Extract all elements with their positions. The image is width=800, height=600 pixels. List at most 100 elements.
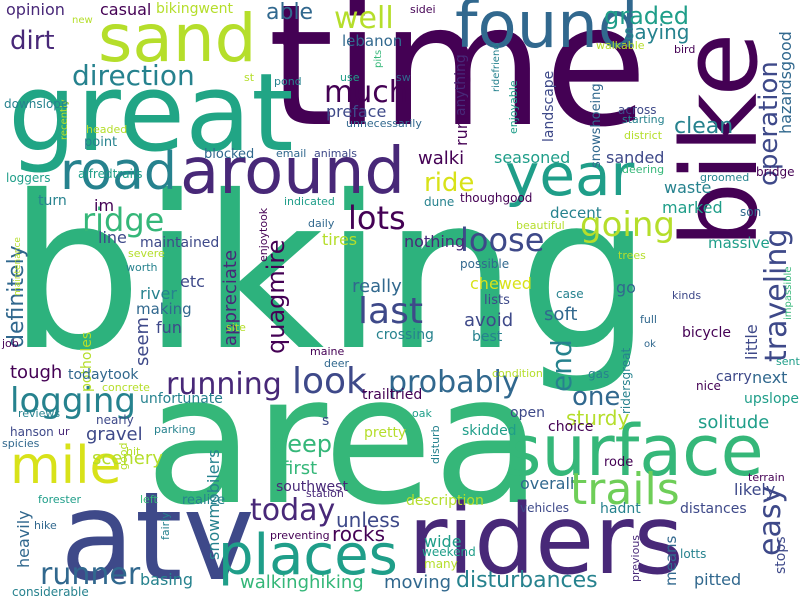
word-preface: preface bbox=[326, 102, 387, 121]
word-today: today bbox=[250, 493, 336, 528]
word-biking: biking bbox=[8, 150, 653, 397]
word-line: line bbox=[98, 228, 127, 247]
word-point: point bbox=[84, 135, 118, 150]
word-last: last bbox=[358, 291, 423, 332]
word-full: full bbox=[640, 313, 657, 326]
word-runner: runner bbox=[40, 557, 141, 592]
word-deering: deering bbox=[622, 163, 665, 176]
word-beautiful: beautiful bbox=[516, 219, 565, 232]
word-site: site bbox=[226, 321, 246, 334]
word-tires: tires bbox=[322, 230, 358, 249]
word-todaytook: todaytook bbox=[68, 367, 139, 383]
word-lebanon: lebanon bbox=[342, 32, 403, 50]
word-trees: trees bbox=[618, 249, 646, 262]
word-tough: tough bbox=[10, 362, 63, 383]
word-lists: lists bbox=[484, 293, 510, 308]
word-unfortunate: unfortunate bbox=[140, 391, 223, 407]
word-graded: graded bbox=[604, 2, 690, 30]
word-animals: animals bbox=[314, 147, 358, 160]
word-decent: decent bbox=[550, 204, 602, 222]
word-severe: severe bbox=[128, 247, 165, 260]
word-making: making bbox=[136, 300, 192, 318]
word-mile: mile bbox=[10, 436, 122, 496]
word-s: s bbox=[322, 413, 330, 429]
word-southwest: southwest bbox=[276, 479, 348, 495]
word-heavily: heavily bbox=[14, 510, 33, 568]
word-description: description bbox=[406, 493, 484, 509]
word-riders: riders bbox=[408, 484, 684, 596]
word-year: year bbox=[505, 141, 635, 209]
word-solitude: solitude bbox=[698, 412, 770, 433]
word-open: open bbox=[510, 405, 545, 421]
word-logging: logging bbox=[10, 381, 136, 421]
word-places: places bbox=[218, 523, 398, 588]
word-deep: deep bbox=[272, 430, 332, 458]
word-many: many bbox=[424, 557, 458, 571]
word-deer: deer bbox=[324, 357, 350, 370]
word-dune: dune bbox=[424, 195, 455, 209]
word-avoid: avoid bbox=[464, 310, 514, 331]
word-landscape: landscape bbox=[541, 70, 557, 142]
word-fun: fun bbox=[156, 318, 182, 337]
word-probably: probably bbox=[388, 365, 520, 400]
word-disturbances: disturbances bbox=[456, 568, 598, 593]
word-trails: trails bbox=[570, 464, 680, 515]
word-marked: marked bbox=[662, 198, 723, 217]
word-use: use bbox=[340, 71, 360, 84]
word-pond: pond bbox=[274, 75, 302, 88]
word-area: area bbox=[145, 337, 542, 544]
word-little: little bbox=[742, 324, 761, 360]
word-much: much bbox=[324, 75, 408, 110]
word-means: means bbox=[662, 535, 680, 586]
word-district: district bbox=[624, 129, 663, 142]
word-seasoned: seasoned bbox=[494, 148, 571, 167]
word-fairly: fairly bbox=[159, 512, 172, 540]
word-hanson: hanson bbox=[10, 425, 54, 439]
word-clean: clean bbox=[674, 114, 734, 139]
word-hadnt: hadnt bbox=[600, 501, 641, 517]
word-choice: choice bbox=[548, 419, 594, 435]
word-sanded: sanded bbox=[606, 148, 665, 167]
word-indicated: indicated bbox=[284, 195, 335, 208]
word-pretty: pretty bbox=[364, 425, 407, 441]
word-enjoytook: enjoytook bbox=[257, 207, 270, 262]
word-nice: nice bbox=[696, 379, 721, 393]
word-found: found bbox=[455, 0, 639, 63]
word-able: able bbox=[266, 0, 314, 25]
word-starting: starting bbox=[622, 113, 665, 126]
word-massive: massive bbox=[708, 234, 770, 252]
word-nearly: nearly bbox=[96, 413, 134, 427]
word-sand: sand bbox=[98, 0, 257, 77]
word-left: left bbox=[140, 493, 158, 506]
word-loggers: loggers bbox=[6, 171, 51, 185]
word-really: really bbox=[352, 276, 402, 297]
word-atv: atv bbox=[60, 466, 255, 600]
word-previous: previous bbox=[629, 534, 642, 582]
word-next: next bbox=[752, 368, 788, 387]
word-crossing: crossing bbox=[376, 327, 434, 343]
word-case: case bbox=[556, 287, 584, 301]
word-im: im bbox=[94, 196, 115, 215]
word-lotts: lotts bbox=[680, 547, 707, 561]
word-overall: overall bbox=[520, 474, 575, 493]
word-pitted: pitted bbox=[694, 570, 742, 589]
word-carry: carry bbox=[716, 369, 752, 385]
word-sent: sent bbox=[776, 355, 800, 368]
word-reviews: reviews bbox=[18, 407, 61, 420]
word-around: around bbox=[180, 135, 406, 209]
word-bridge: bridge bbox=[756, 165, 795, 179]
word-parking: parking bbox=[154, 423, 196, 436]
word-basing: basing bbox=[140, 570, 194, 589]
word-trailtried: trailtried bbox=[362, 387, 423, 403]
word-ok: ok bbox=[644, 339, 656, 350]
word-downslope: downslope bbox=[4, 97, 69, 111]
word-nothing: nothing bbox=[404, 232, 466, 251]
word-dirt: dirt bbox=[10, 26, 55, 56]
word-kinds: kinds bbox=[672, 289, 702, 302]
word-bikingwent: bikingwent bbox=[156, 1, 233, 17]
word-ll: ll bbox=[282, 33, 290, 49]
word-go: go bbox=[616, 278, 636, 297]
word-turn: turn bbox=[38, 193, 67, 209]
word-weekend: weekend bbox=[422, 545, 476, 559]
word-maintained: maintained bbox=[140, 235, 220, 251]
